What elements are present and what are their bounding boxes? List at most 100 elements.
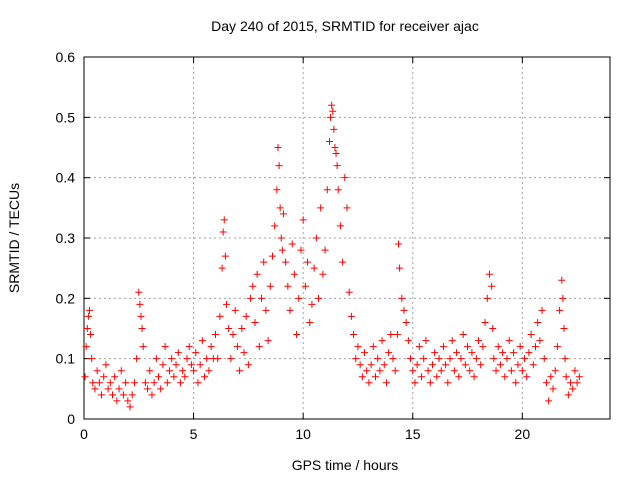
data-point bbox=[409, 367, 417, 375]
data-point bbox=[251, 318, 259, 326]
data-point bbox=[378, 337, 386, 345]
data-point bbox=[102, 361, 110, 369]
data-point bbox=[220, 216, 228, 224]
data-point bbox=[507, 367, 515, 375]
data-point bbox=[439, 343, 447, 351]
data-point bbox=[561, 355, 569, 363]
data-point bbox=[363, 367, 371, 375]
data-point bbox=[276, 204, 284, 212]
data-point bbox=[571, 367, 579, 375]
data-point bbox=[139, 343, 147, 351]
data-point bbox=[494, 343, 502, 351]
data-point bbox=[201, 373, 209, 381]
data-point bbox=[282, 258, 290, 266]
data-point bbox=[461, 361, 469, 369]
x-tick-label: 0 bbox=[80, 426, 88, 442]
data-point bbox=[297, 246, 305, 254]
data-point bbox=[278, 246, 286, 254]
data-point bbox=[152, 355, 160, 363]
data-point bbox=[161, 343, 169, 351]
data-point bbox=[301, 282, 309, 290]
data-point bbox=[277, 234, 285, 242]
data-point bbox=[295, 294, 303, 302]
data-point bbox=[244, 361, 252, 369]
data-point bbox=[448, 337, 456, 345]
data-point bbox=[333, 162, 341, 170]
data-point bbox=[172, 361, 180, 369]
data-point bbox=[170, 373, 178, 381]
data-point bbox=[564, 391, 572, 399]
data-point bbox=[341, 174, 349, 182]
data-point bbox=[179, 367, 187, 375]
data-point bbox=[264, 337, 272, 345]
data-point bbox=[279, 210, 287, 218]
data-point bbox=[371, 373, 379, 381]
data-point bbox=[138, 325, 146, 332]
data-point bbox=[382, 379, 390, 387]
y-axis-label: SRMTID / TECUs bbox=[6, 183, 22, 293]
data-point bbox=[481, 318, 489, 326]
data-point bbox=[98, 391, 106, 399]
data-point bbox=[505, 337, 513, 345]
x-axis-label: GPS time / hours bbox=[292, 457, 399, 473]
data-point bbox=[150, 379, 158, 387]
data-point bbox=[108, 391, 116, 399]
data-point bbox=[330, 125, 338, 133]
data-point bbox=[350, 331, 358, 339]
data-point bbox=[549, 385, 557, 393]
data-point bbox=[420, 355, 428, 363]
data-point bbox=[117, 367, 125, 375]
data-point bbox=[214, 355, 222, 363]
data-point bbox=[126, 403, 134, 411]
data-point bbox=[321, 246, 329, 254]
y-tick-label: 0.3 bbox=[56, 230, 76, 246]
data-point bbox=[222, 300, 230, 308]
y-tick-labels: 0 0.1 0.2 0.3 0.4 0.5 0.6 bbox=[56, 49, 76, 427]
data-point bbox=[308, 300, 316, 308]
data-point bbox=[459, 331, 467, 339]
data-point bbox=[176, 379, 184, 387]
data-point bbox=[82, 343, 90, 351]
data-point bbox=[275, 162, 283, 170]
data-point bbox=[475, 337, 482, 345]
data-point bbox=[470, 373, 478, 381]
data-point bbox=[343, 204, 351, 212]
data-point bbox=[141, 379, 149, 387]
data-point bbox=[83, 325, 91, 332]
data-point bbox=[426, 379, 434, 387]
data-point bbox=[442, 361, 450, 369]
data-point bbox=[331, 144, 339, 151]
data-point bbox=[146, 367, 154, 375]
x-tick-labels: 0 5 10 15 20 bbox=[80, 426, 530, 442]
data-point bbox=[398, 294, 406, 302]
data-point bbox=[545, 397, 553, 405]
data-point bbox=[391, 367, 399, 375]
data-point bbox=[521, 355, 529, 363]
data-point bbox=[558, 276, 566, 284]
data-point bbox=[389, 355, 397, 363]
data-point bbox=[518, 367, 526, 375]
data-point bbox=[453, 349, 461, 357]
data-point bbox=[536, 337, 544, 345]
data-point bbox=[187, 361, 195, 369]
data-point bbox=[527, 331, 535, 339]
data-point bbox=[329, 107, 337, 115]
data-point bbox=[413, 361, 421, 369]
y-tick-label: 0 bbox=[67, 411, 75, 427]
x-tick-label: 15 bbox=[405, 426, 421, 442]
data-point bbox=[374, 355, 382, 363]
data-point bbox=[501, 373, 509, 381]
data-point bbox=[347, 312, 355, 320]
data-point bbox=[111, 373, 119, 381]
data-point bbox=[221, 252, 229, 260]
data-point bbox=[229, 331, 237, 339]
data-point bbox=[466, 367, 474, 375]
data-point bbox=[380, 361, 388, 369]
data-point bbox=[356, 361, 364, 369]
data-point bbox=[556, 306, 564, 314]
data-point bbox=[489, 325, 497, 332]
data-point bbox=[185, 343, 193, 351]
data-point bbox=[365, 379, 373, 387]
data-point bbox=[569, 385, 577, 393]
data-point bbox=[271, 222, 279, 230]
